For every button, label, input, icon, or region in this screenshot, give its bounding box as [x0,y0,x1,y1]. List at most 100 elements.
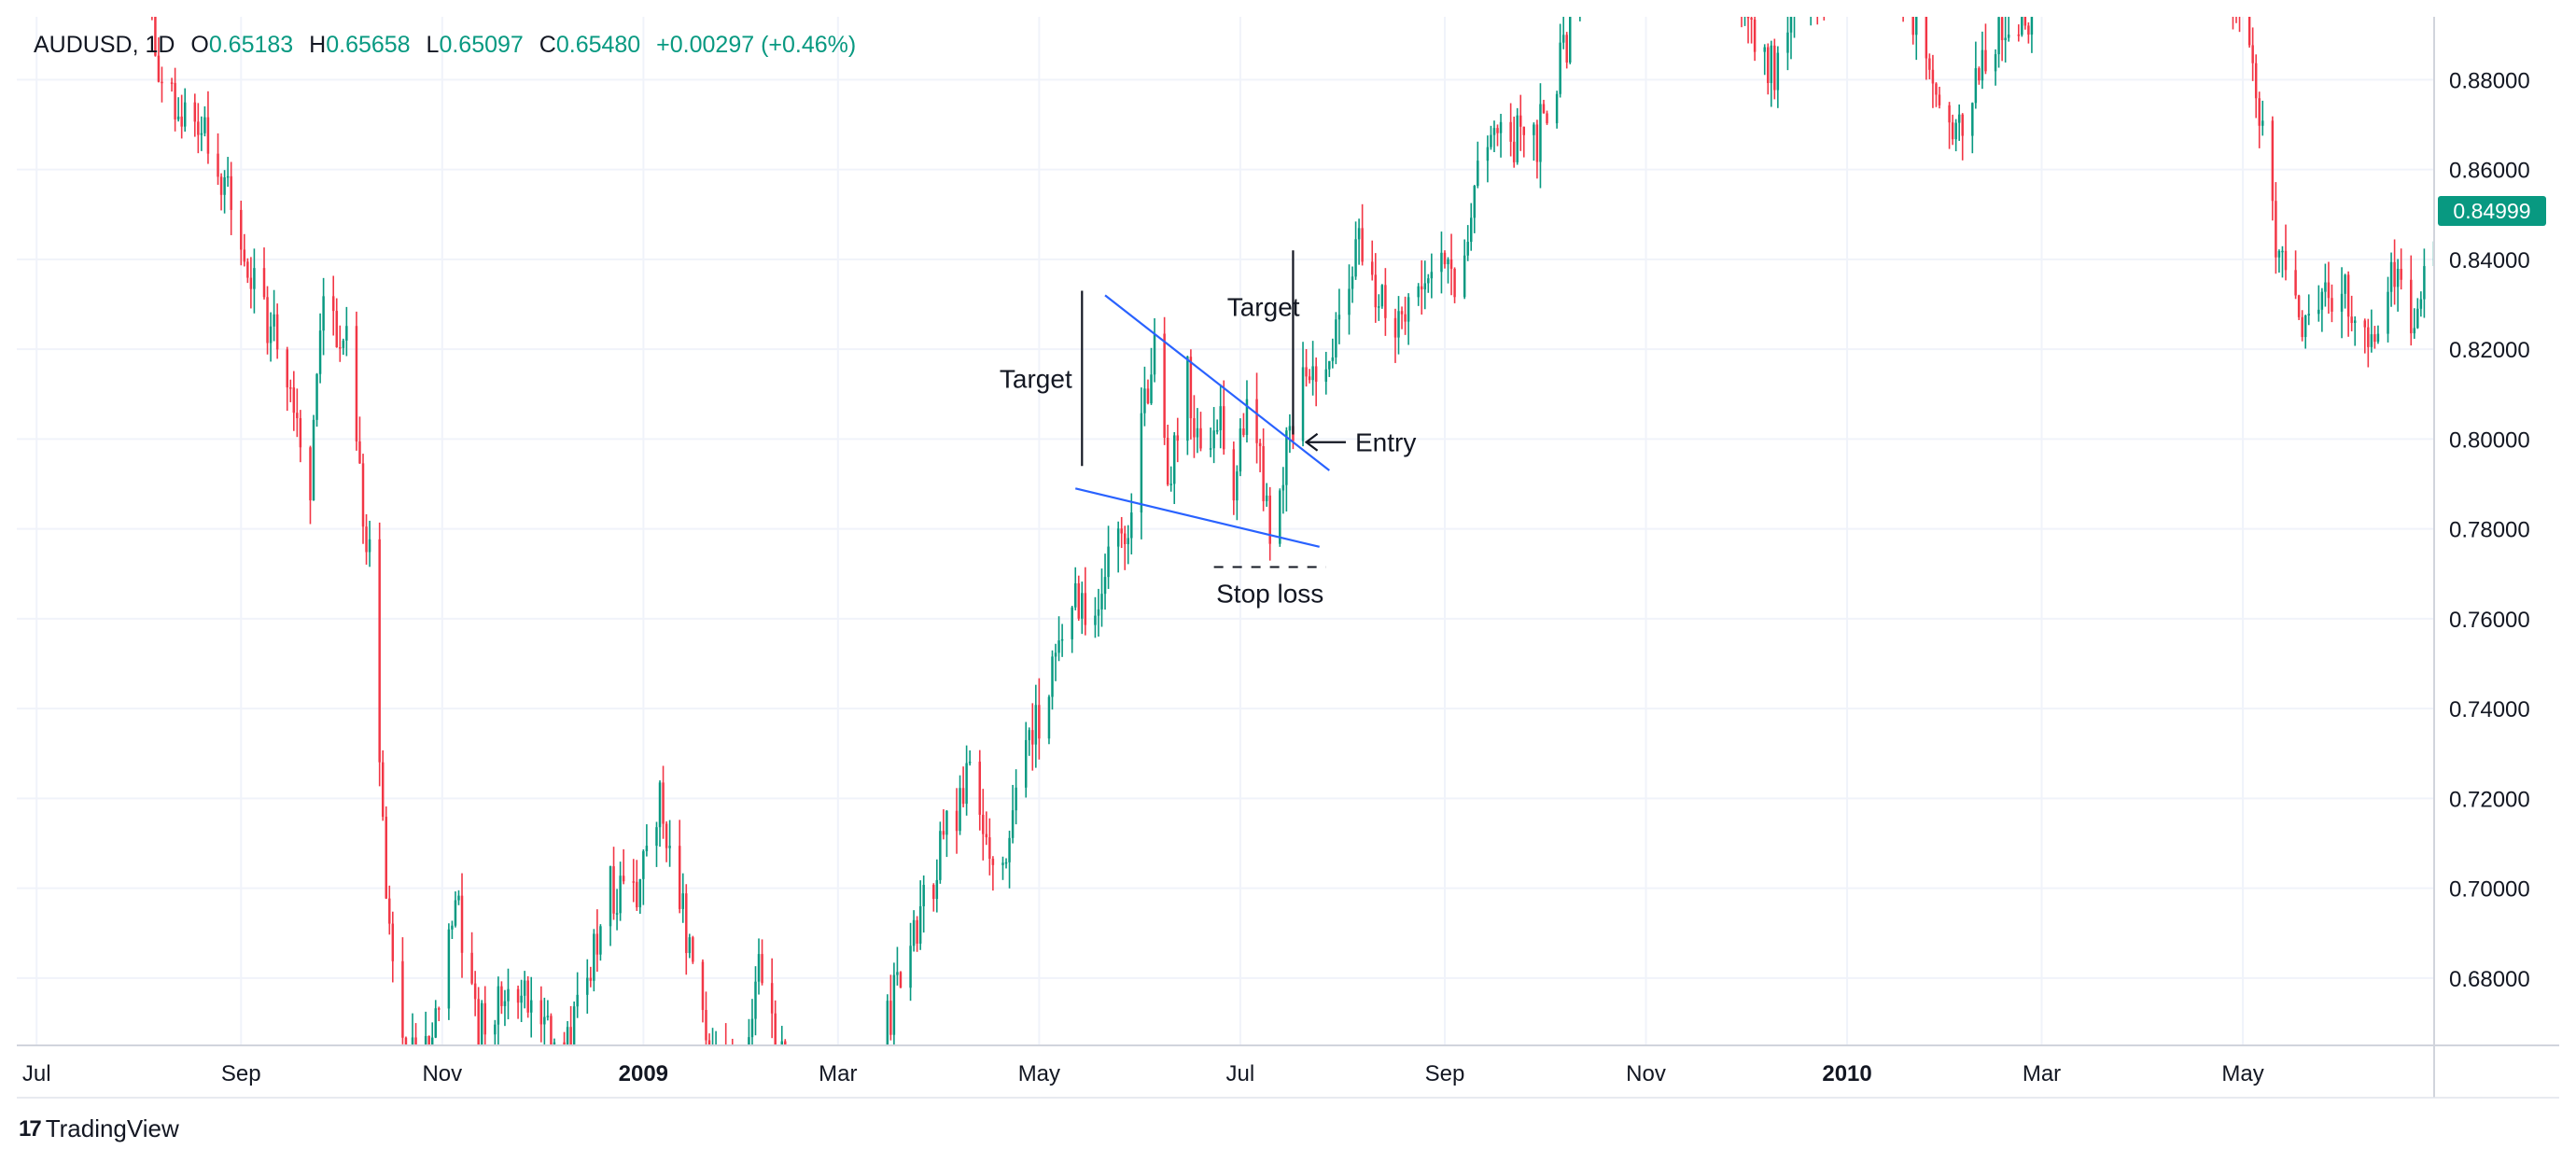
candle-body [945,810,948,835]
candle-body [483,1002,486,1035]
candle-body [183,102,187,127]
candle-body [1522,126,1526,135]
candle-body [2396,268,2400,287]
candle-body [847,1157,848,1163]
candle-body [454,900,457,926]
candle-body [2370,334,2373,347]
candle-body [892,974,896,1035]
candle-body [1094,615,1097,625]
candle-body [1911,17,1914,35]
candle-body [1015,787,1017,811]
candle-body [2373,334,2376,343]
candle-body [1499,121,1503,133]
candle-body [497,986,500,1025]
y-tick-label: 0.74000 [2449,697,2530,722]
candle-body [1516,115,1519,162]
candle-body [1767,47,1770,83]
candle-body [546,1016,550,1017]
candle-body [1789,17,1793,33]
tradingview-branding[interactable]: 17 TradingView [19,1114,179,1143]
candle-body [2040,0,2042,9]
candle-body [494,1024,497,1035]
symbol-label[interactable]: AUDUSD, 1D [34,32,175,58]
candle-body [1770,45,1773,83]
candle-body [539,1000,543,1025]
candle-body [315,373,318,420]
candle-body [942,831,945,835]
candle-body [705,1010,707,1041]
y-tick-label: 0.80000 [2449,427,2530,453]
candle-body [2331,298,2333,312]
candles-clipped [151,0,2434,1163]
candle-body [408,1058,410,1064]
candle-body [2277,250,2281,258]
candle-body [840,1130,842,1151]
candle-body [477,999,480,1045]
candle-body [1763,47,1766,52]
candle-body [968,762,972,764]
candle-body [1994,54,1997,72]
candle-body [899,972,903,988]
candle-body [1404,314,1407,322]
candle-body [622,876,625,882]
x-tick-label: 2010 [1822,1061,1871,1086]
candle-body [2023,17,2027,26]
candle-body [615,913,619,915]
candle-body [1951,122,1954,140]
candle-body [1443,252,1447,265]
candle-body [1935,83,1938,95]
candle-body [724,1050,726,1096]
candle-body [368,539,371,553]
candle-body [707,1040,711,1045]
candle-body [345,326,348,341]
candle-body [1440,252,1443,273]
target-label: Target [1227,292,1300,321]
x-tick-label: 2009 [619,1061,668,1086]
candle-body [273,314,275,327]
candle-body [309,447,312,501]
candle-body [2367,327,2370,347]
candle-body [1378,306,1380,308]
candle-body [438,1008,441,1010]
candle-body [777,1053,779,1064]
candle-body [388,898,391,924]
candle-body [593,933,595,981]
candle-body [2324,282,2327,292]
candle-body [572,1006,576,1045]
y-tick-label: 0.86000 [2449,159,2530,184]
candle-body [1797,0,1799,5]
candle-body [312,419,315,501]
candle-body [1236,471,1239,501]
candle-body [1262,446,1265,501]
candle-body [991,859,995,865]
candle-body [1265,495,1268,501]
candle-body [1071,607,1073,639]
candle-body [1971,103,1974,136]
candle-body [1150,374,1153,404]
candle-body [985,834,988,838]
x-tick-label: Nov [422,1061,462,1086]
candle-body [1453,268,1456,298]
candle-body [1054,652,1057,657]
candle-body [662,782,665,824]
candle-body [612,866,615,914]
candle-body [1176,435,1180,441]
candle-body [685,893,688,954]
candle-body [642,850,645,879]
candle-body [738,1081,740,1084]
candle-body [754,981,757,1019]
candle-body [959,788,961,832]
candle-body [1001,862,1004,865]
candle-body [1490,134,1492,147]
candle-body [1305,367,1308,377]
candle-body [2275,201,2277,258]
candle-body [1219,406,1222,430]
candle-body [2261,120,2264,126]
trendline-upper [1104,294,1330,471]
candle-body [289,387,292,389]
tradingview-logo-icon: 17 [19,1115,42,1142]
low-label: L [426,32,440,58]
candle-body [1743,5,1745,7]
high-label: H [309,32,327,58]
